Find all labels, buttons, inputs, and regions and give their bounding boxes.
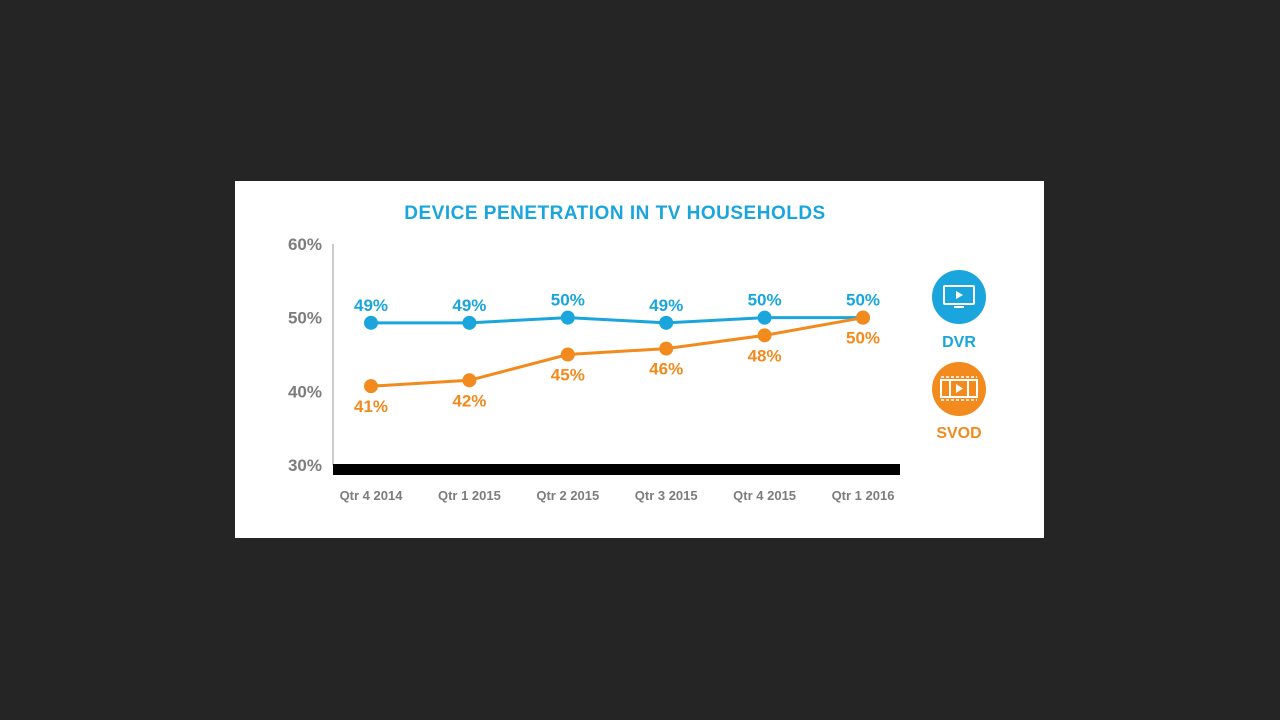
chart-card bbox=[235, 181, 1044, 538]
series-lines bbox=[370, 316, 864, 388]
tv-icon bbox=[943, 285, 975, 308]
legend-dvr: DVR bbox=[932, 270, 986, 351]
series-labels: 49% 49% 50% 49% 50% 50% 41% 42% 45% 46% 48% 50% bbox=[354, 291, 880, 417]
legend-svod: SVOD bbox=[932, 362, 986, 442]
series-line-svod bbox=[370, 316, 864, 388]
film-strip-icon bbox=[940, 376, 978, 401]
data-point-dvr bbox=[757, 310, 772, 325]
x-tick-label: Qtr 1 2016 bbox=[832, 488, 895, 503]
data-point-svod bbox=[659, 341, 674, 356]
x-tick-label: Qtr 4 2014 bbox=[340, 488, 404, 503]
data-label-dvr: 50% bbox=[551, 291, 585, 310]
x-axis-bar bbox=[333, 464, 900, 475]
y-tick-label: 60% bbox=[288, 235, 322, 254]
data-point-dvr bbox=[462, 315, 477, 330]
data-label-svod: 48% bbox=[748, 346, 782, 365]
data-label-svod: 46% bbox=[649, 360, 683, 379]
x-tick-label: Qtr 4 2015 bbox=[733, 488, 796, 503]
data-label-dvr: 50% bbox=[846, 291, 880, 310]
data-point-dvr bbox=[659, 315, 674, 330]
data-point-dvr bbox=[560, 310, 575, 325]
data-point-svod bbox=[757, 328, 772, 343]
x-tick-label: Qtr 3 2015 bbox=[635, 488, 698, 503]
data-label-svod: 45% bbox=[551, 366, 585, 385]
legend-dvr-label: DVR bbox=[942, 334, 976, 351]
x-tick-label: Qtr 2 2015 bbox=[536, 488, 599, 503]
series-points bbox=[364, 310, 870, 394]
data-label-dvr: 49% bbox=[354, 296, 388, 315]
data-point-svod bbox=[560, 347, 575, 362]
data-point-svod bbox=[462, 373, 477, 388]
data-label-svod: 42% bbox=[452, 391, 486, 410]
y-tick-label: 50% bbox=[288, 309, 322, 328]
y-tick-label: 30% bbox=[288, 456, 322, 475]
data-point-svod bbox=[364, 379, 378, 394]
x-axis-ticks: Qtr 4 2014 Qtr 1 2015 Qtr 2 2015 Qtr 3 2015… bbox=[340, 488, 895, 503]
data-label-dvr: 49% bbox=[649, 296, 683, 315]
y-tick-label: 40% bbox=[288, 382, 322, 401]
x-tick-label: Qtr 1 2015 bbox=[438, 488, 501, 503]
data-point-svod bbox=[856, 310, 870, 325]
data-label-dvr: 50% bbox=[748, 291, 782, 310]
series-line-dvr bbox=[371, 316, 863, 325]
data-label-svod: 50% bbox=[846, 329, 880, 348]
chart-title: DEVICE PENETRATION IN TV HOUSEHOLDS bbox=[404, 203, 826, 224]
data-label-dvr: 49% bbox=[452, 296, 486, 315]
data-point-dvr bbox=[364, 315, 378, 330]
data-label-svod: 41% bbox=[354, 397, 388, 416]
legend-svod-label: SVOD bbox=[936, 425, 981, 442]
y-axis-ticks: 60% 50% 40% 30% bbox=[288, 235, 322, 475]
